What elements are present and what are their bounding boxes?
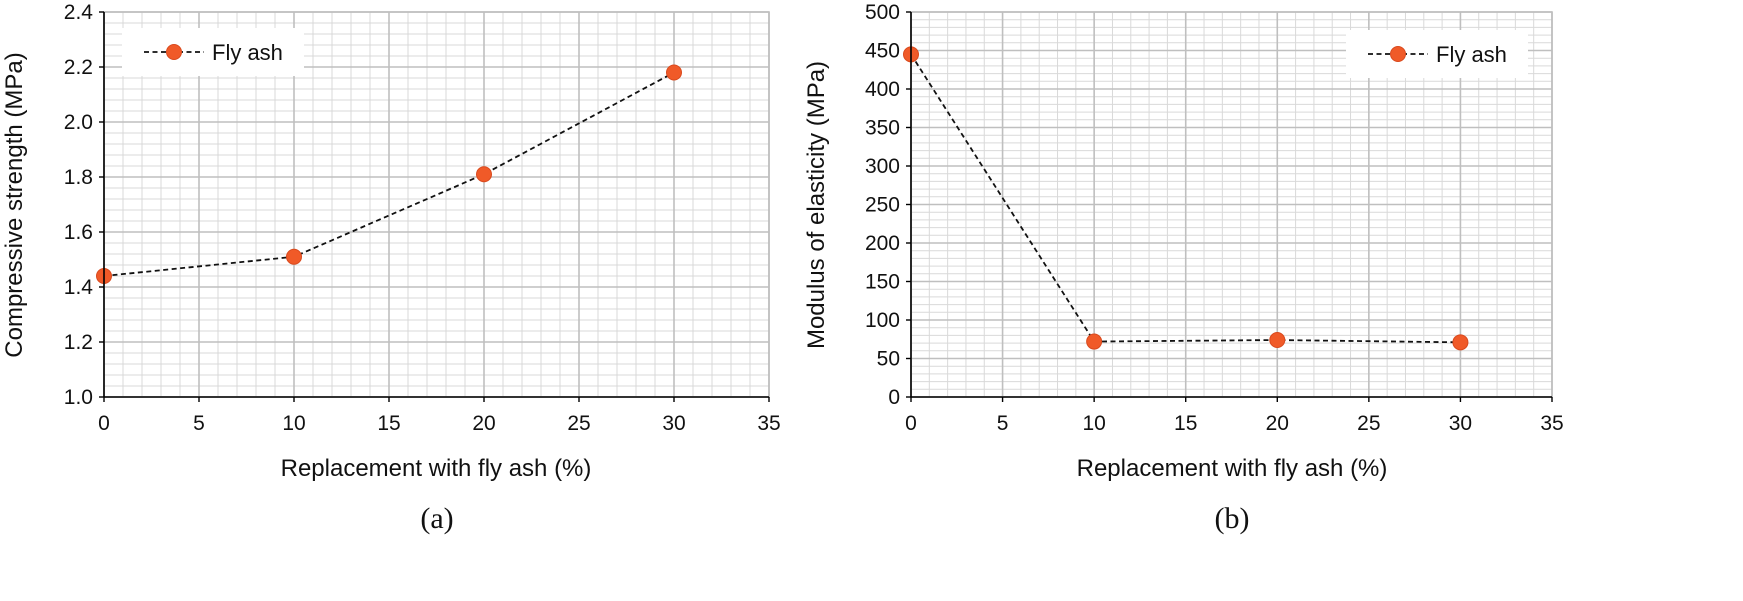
x-tick-label: 25	[567, 412, 590, 435]
y-tick-label: 1.6	[64, 221, 93, 244]
y-tick-label: 100	[865, 309, 900, 332]
major-gridlines	[910, 11, 1553, 398]
y-tick-label: 1.0	[64, 386, 93, 409]
y-tick-label: 2.2	[64, 56, 93, 79]
y-tick-label: 0	[888, 386, 900, 409]
data-point	[1269, 332, 1286, 349]
legend-label: Fly ash	[212, 40, 283, 65]
y-tick-label: 50	[877, 348, 900, 371]
y-tick-label: 1.4	[64, 276, 94, 299]
x-tick-label: 30	[662, 412, 685, 435]
x-tick-label: 35	[757, 412, 780, 435]
x-tick-label: 5	[193, 412, 205, 435]
x-tick-label: 5	[997, 412, 1009, 435]
x-axis-title: Replacement with fly ash (%)	[1077, 455, 1388, 482]
y-axis-ticks: 0 50 100 150 200 250 300 350 400 450 500	[865, 1, 911, 409]
data-point	[1086, 333, 1103, 350]
panel-label: (a)	[420, 502, 453, 535]
y-tick-label: 300	[865, 155, 900, 178]
legend: Fly ash	[1346, 30, 1528, 78]
data-point	[666, 64, 682, 81]
legend-box	[122, 28, 304, 76]
x-tick-label: 10	[282, 412, 305, 435]
legend-box	[1346, 30, 1528, 78]
x-tick-label: 20	[472, 412, 495, 435]
x-tick-label: 15	[1174, 412, 1197, 435]
minor-gridlines	[104, 12, 769, 397]
y-tick-label: 400	[865, 78, 900, 101]
series-points	[96, 64, 682, 284]
x-tick-label: 0	[905, 412, 917, 435]
legend: Fly ash	[122, 28, 304, 76]
legend-label: Fly ash	[1436, 42, 1507, 67]
y-tick-label: 2.4	[64, 1, 94, 24]
series-lines	[910, 53, 1461, 344]
y-tick-label: 250	[865, 194, 900, 217]
legend-marker-swatch	[166, 44, 182, 60]
y-tick-label: 500	[865, 1, 900, 24]
x-axis-ticks: 0 5 10 15 20 25 30 35	[98, 397, 781, 435]
data-point	[1452, 334, 1469, 351]
y-tick-label: 350	[865, 117, 900, 140]
x-tick-label: 0	[98, 412, 110, 435]
series-line	[103, 71, 675, 277]
y-tick-label: 2.0	[64, 111, 93, 134]
data-point	[286, 248, 302, 265]
chart-panel-a: 0 5 10 15 20 25 30 35 1.01.21.41.61.82.02.22.4 …	[1, 1, 781, 535]
y-tick-label: 450	[865, 40, 900, 63]
data-point	[476, 166, 492, 183]
x-tick-label: 25	[1357, 412, 1380, 435]
panel-label: (b)	[1215, 502, 1250, 535]
y-axis-title: Compressive strength (MPa)	[1, 52, 28, 357]
y-axis-ticks: 1.0 1.2 1.4 1.6 1.8 2.0 2.2 2.4	[64, 1, 104, 409]
y-tick-label: 1.2	[64, 331, 93, 354]
x-axis-title: Replacement with fly ash (%)	[281, 455, 592, 482]
series-line	[910, 53, 1461, 344]
x-tick-label: 35	[1540, 412, 1563, 435]
y-tick-label: 150	[865, 271, 900, 294]
y-tick-label: 200	[865, 232, 900, 255]
y-axis-title: Modulus of elasticity (MPa)	[803, 61, 830, 349]
x-tick-label: 10	[1082, 412, 1105, 435]
chart-panel-b: 0 5 10 15 20 25 30 35 0 50 100 150 200 250 300 350 400 4…	[803, 1, 1564, 535]
y-tick-label: 1.8	[64, 166, 93, 189]
legend-marker-swatch	[1390, 46, 1406, 62]
series-lines	[103, 71, 675, 277]
x-tick-label: 20	[1266, 412, 1289, 435]
x-tick-label: 30	[1449, 412, 1472, 435]
x-axis-ticks: 0 5 10 15 20 25 30 35	[905, 397, 1564, 435]
x-tick-label: 15	[377, 412, 400, 435]
